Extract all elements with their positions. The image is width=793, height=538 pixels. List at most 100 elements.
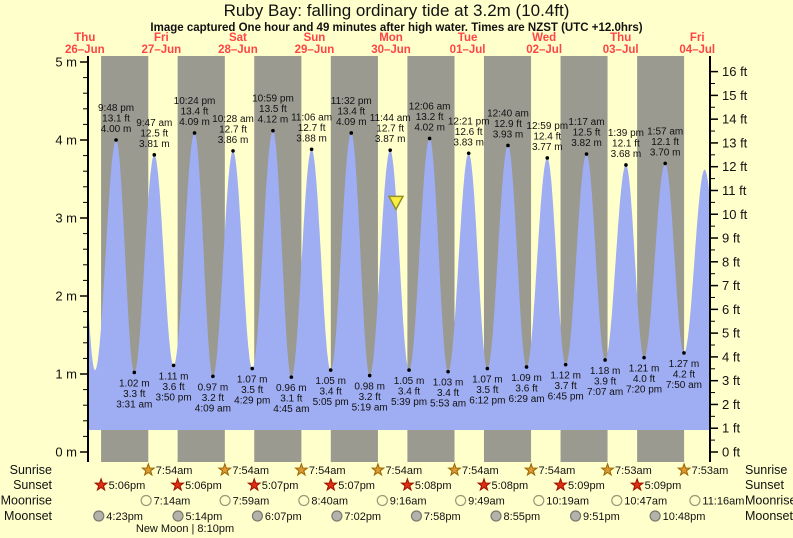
moonrise-time: 8:40am xyxy=(311,496,348,508)
day-of-week-label: Tue xyxy=(458,32,478,44)
moonrise-time: 11:16am xyxy=(702,496,744,508)
right-axis-tick-label: 15 ft xyxy=(722,88,748,103)
high-tide-label-line: 11:06 am xyxy=(291,112,332,123)
moonset-time: 8:55pm xyxy=(504,511,541,523)
tide-extreme-dot xyxy=(152,153,157,157)
high-tide-label-line: 12.7 ft xyxy=(298,123,326,134)
high-tide-label-line: 12.7 ft xyxy=(219,124,247,135)
high-tide-label-line: 11:32 pm xyxy=(331,96,372,107)
moonrise-time: 9:16am xyxy=(390,496,427,508)
sunset-time: 5:08pm xyxy=(415,480,452,492)
moonset-time: 6:07pm xyxy=(265,511,302,523)
low-tide-label-line: 3.5 ft xyxy=(476,385,498,396)
left-axis-tick-label: 5 m xyxy=(55,55,77,70)
high-tide-label-line: 13.4 ft xyxy=(337,106,365,117)
right-axis-tick-label: 7 ft xyxy=(722,278,740,293)
low-tide-label-line: 6:12 pm xyxy=(469,396,505,407)
low-tide-label-line: 1.02 m xyxy=(119,378,150,389)
high-tide-label-line: 10:28 am xyxy=(212,114,254,125)
high-tide-label-line: 13.4 ft xyxy=(181,106,209,117)
low-tide-label-line: 3.4 ft xyxy=(320,387,342,398)
tide-extreme-dot xyxy=(171,363,176,368)
low-tide-label-line: 1.12 m xyxy=(550,371,581,382)
tide-extreme-dot xyxy=(584,152,589,156)
tide-extreme-dot xyxy=(388,148,392,152)
tide-extreme-dot xyxy=(132,370,137,375)
moonset-circle-icon xyxy=(251,510,264,522)
high-tide-label-line: 3.82 m xyxy=(571,138,602,149)
sunrise-time: 7:53am xyxy=(692,465,729,477)
sunset-time: 5:07pm xyxy=(262,480,299,492)
tide-extreme-dot xyxy=(427,136,432,141)
sunset-star-icon xyxy=(246,477,262,492)
sunrise-star-icon xyxy=(600,462,615,477)
moonset-circle-icon xyxy=(490,510,502,522)
tide-extreme-dot xyxy=(603,358,607,362)
left-axis-tick-label: 4 m xyxy=(55,133,77,148)
moonrise-time: 7:14am xyxy=(154,496,191,508)
low-tide-label-line: 1.07 m xyxy=(237,375,268,386)
high-tide-label-line: 4.09 m xyxy=(336,117,367,128)
low-tide-label-line: 0.96 m xyxy=(276,383,307,394)
day-of-week-label: Wed xyxy=(532,32,556,44)
low-tide-label-line: 5:53 am xyxy=(430,399,466,410)
moonset-circle-icon xyxy=(331,510,343,522)
low-tide-label-line: 1.03 m xyxy=(433,378,464,389)
low-tide-label-line: 3.5 ft xyxy=(241,385,263,396)
tide-extreme-dot xyxy=(289,375,294,379)
day-of-week-label: Fri xyxy=(154,32,169,44)
low-tide-label-line: 3.2 ft xyxy=(359,392,381,403)
high-tide-label-line: 12.1 ft xyxy=(612,138,640,149)
sunset-star-icon xyxy=(93,477,109,492)
low-tide-label-line: 3.3 ft xyxy=(123,389,145,400)
sunset-time: 5:06pm xyxy=(109,480,146,492)
tide-extreme-dot xyxy=(192,131,197,135)
high-tide-label-line: 3.70 m xyxy=(650,147,681,158)
high-tide-label-line: 9:47 am xyxy=(136,118,172,129)
tide-extreme-dot xyxy=(563,362,568,367)
low-tide-label-line: 6:29 am xyxy=(508,394,544,405)
low-tide-label-line: 1.05 m xyxy=(315,376,346,387)
moonrise-time: 7:59am xyxy=(233,496,270,508)
high-tide-label-line: 12:40 am xyxy=(487,108,529,119)
right-axis-tick-label: 0 ft xyxy=(722,445,740,460)
sunrise-star-icon xyxy=(294,462,309,477)
row-label-moonrise-right: Moonrise xyxy=(745,494,793,508)
right-axis-tick-label: 13 ft xyxy=(722,135,748,150)
sunrise-star-icon xyxy=(140,462,156,477)
high-tide-label-line: 12:59 pm xyxy=(526,121,568,132)
high-tide-label-line: 3.77 m xyxy=(532,142,563,153)
low-tide-label-line: 3.6 ft xyxy=(515,383,537,394)
low-tide-label-line: 5:05 pm xyxy=(313,397,349,408)
high-tide-label-line: 12.5 ft xyxy=(573,128,601,139)
tide-extreme-dot xyxy=(114,138,118,142)
moonset-circle-icon xyxy=(172,510,184,522)
high-tide-label-line: 3.81 m xyxy=(139,139,170,150)
sunrise-time: 7:54am xyxy=(232,465,269,477)
right-axis-tick-label: 10 ft xyxy=(722,207,748,222)
row-label-sunset-right: Sunset xyxy=(745,478,784,492)
tide-extreme-dot xyxy=(271,128,275,133)
tide-extreme-dot xyxy=(407,368,411,372)
tide-extreme-dot xyxy=(642,355,646,360)
moonrise-circle-icon xyxy=(689,494,701,507)
row-label-moonset-left: Moonset xyxy=(4,509,52,523)
moonrise-circle-icon xyxy=(455,494,467,507)
low-tide-label-line: 4:45 am xyxy=(273,404,309,415)
right-axis-tick-label: 12 ft xyxy=(722,159,748,174)
low-tide-label-line: 3.4 ft xyxy=(437,388,459,399)
tide-extreme-dot xyxy=(211,374,215,379)
low-tide-label-line: 4.0 ft xyxy=(633,374,655,385)
high-tide-label-line: 12.7 ft xyxy=(376,124,404,135)
low-tide-label-line: 3.7 ft xyxy=(555,381,577,392)
day-date-label: 04–Jul xyxy=(679,44,715,56)
high-tide-label-line: 3.87 m xyxy=(375,134,406,145)
low-tide-label-line: 1.05 m xyxy=(394,376,425,387)
high-tide-label-line: 3.68 m xyxy=(611,149,642,160)
moonset-time: 9:51pm xyxy=(583,511,620,523)
row-label-moonset-right: Moonset xyxy=(745,509,793,523)
low-tide-label-line: 1.07 m xyxy=(472,375,503,386)
low-tide-label-line: 4:29 pm xyxy=(234,396,270,407)
low-tide-label-line: 0.97 m xyxy=(198,382,229,393)
